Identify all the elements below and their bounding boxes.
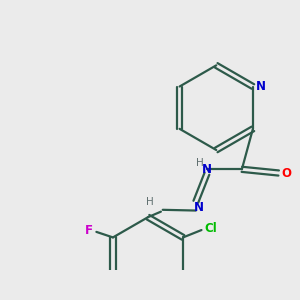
Text: N: N [194, 202, 204, 214]
Text: H: H [146, 197, 154, 207]
Text: O: O [282, 167, 292, 179]
Text: N: N [202, 163, 212, 176]
Text: H: H [196, 158, 204, 168]
Text: N: N [256, 80, 266, 93]
Text: F: F [85, 224, 93, 237]
Text: Cl: Cl [204, 222, 217, 235]
